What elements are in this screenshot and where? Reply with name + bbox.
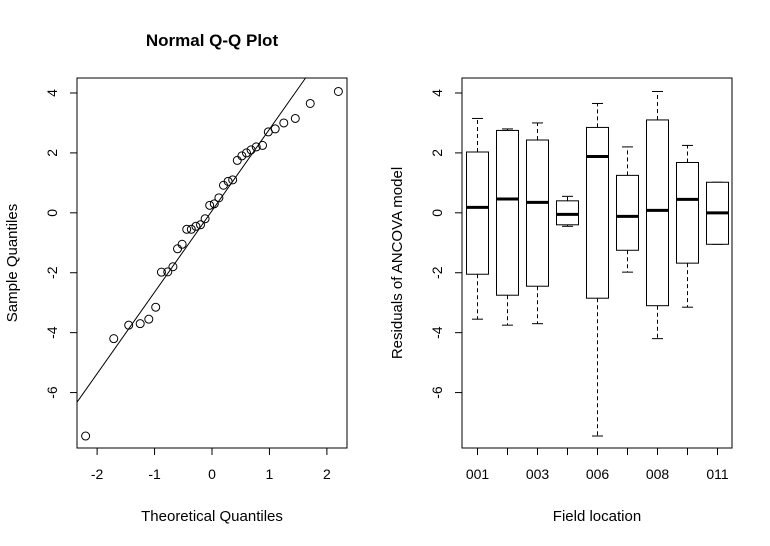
box-y-tick-label: -2 — [429, 266, 445, 279]
qq-point — [205, 200, 215, 210]
qq-y-tick-label: 0 — [44, 209, 60, 217]
qq-point — [209, 199, 219, 209]
box-iqr — [616, 174, 639, 251]
box-y-tick-label: -6 — [429, 386, 445, 399]
boxplot-panel: Field location Residuals of ANCOVA model… — [389, 77, 733, 525]
box-y-tick-label: 4 — [429, 89, 445, 97]
qq-point — [279, 118, 289, 128]
qq-point — [223, 176, 233, 186]
box-x-tick-label: 003 — [526, 466, 550, 482]
qq-point — [182, 224, 192, 234]
box-x-axis: 001 003 006 008 011 — [466, 447, 729, 482]
qq-point — [241, 148, 251, 158]
qq-point — [333, 86, 343, 96]
qq-point — [246, 145, 256, 155]
box-y-tick-label: 0 — [429, 209, 445, 217]
qq-point — [144, 314, 154, 324]
box-group — [466, 117, 489, 320]
qq-point — [196, 220, 206, 230]
qq-point — [81, 431, 91, 441]
qq-point — [214, 193, 224, 203]
qq-point — [305, 98, 315, 108]
qq-x-axis: -2 -1 0 1 2 — [91, 447, 331, 482]
qq-point — [251, 142, 261, 152]
box-group — [586, 102, 609, 437]
box-y-tick-label: 2 — [429, 149, 445, 157]
box-group — [646, 90, 669, 340]
qq-x-axis-label: Theoretical Quantiles — [141, 508, 283, 525]
qq-y-tick-label: 4 — [44, 89, 60, 97]
qq-point — [156, 267, 166, 277]
qq-x-tick-label: -1 — [148, 466, 161, 482]
box-group — [616, 146, 639, 273]
box-group — [556, 195, 579, 227]
box-x-tick-label: 001 — [466, 466, 490, 482]
qq-point — [258, 140, 268, 150]
qq-x-tick-label: 0 — [208, 466, 216, 482]
qq-point — [232, 155, 242, 165]
qq-y-tick-label: -2 — [44, 266, 60, 279]
box-group — [496, 128, 519, 326]
qq-y-tick-label: -4 — [44, 326, 60, 339]
qq-y-axis-label: Sample Quantiles — [4, 204, 21, 322]
qq-point — [109, 334, 119, 344]
box-iqr — [526, 139, 549, 287]
qq-point — [151, 302, 161, 312]
qq-x-tick-label: 1 — [266, 466, 274, 482]
box-iqr — [496, 129, 519, 296]
box-iqr — [586, 126, 609, 299]
box-group — [526, 122, 549, 325]
qq-point — [186, 224, 196, 234]
box-x-tick-label: 008 — [646, 466, 670, 482]
qq-y-axis: -6 -4 -2 0 2 4 — [44, 89, 78, 399]
qq-point — [237, 151, 247, 161]
qq-points — [81, 86, 343, 441]
qq-point — [177, 239, 187, 249]
qq-point — [200, 214, 210, 224]
box-iqr — [676, 161, 699, 264]
qq-plot-panel: Normal Q-Q Plot Theoretical Quantiles Sa… — [4, 31, 348, 525]
box-x-axis-label: Field location — [553, 508, 641, 525]
boxplot-boxes — [466, 90, 729, 437]
box-x-tick-label: 011 — [706, 466, 729, 482]
qq-y-tick-label: -6 — [44, 386, 60, 399]
box-y-tick-label: -4 — [429, 326, 445, 339]
qq-point — [124, 320, 134, 330]
qq-plot-title: Normal Q-Q Plot — [146, 31, 279, 50]
box-y-axis: -6 -4 -2 0 2 4 — [429, 89, 463, 399]
qq-x-tick-label: 2 — [323, 466, 331, 482]
qq-reference-line — [76, 77, 306, 403]
box-iqr — [466, 151, 489, 275]
qq-point — [270, 124, 280, 134]
qq-point — [135, 319, 145, 329]
qq-point — [163, 267, 173, 277]
box-iqr — [646, 119, 669, 307]
box-group — [676, 144, 699, 308]
qq-point — [191, 221, 201, 231]
qq-point — [173, 244, 183, 254]
qq-y-tick-label: 2 — [44, 149, 60, 157]
qq-point — [290, 113, 300, 123]
qq-point — [168, 262, 178, 272]
box-y-axis-label: Residuals of ANCOVA model — [389, 167, 406, 359]
box-x-tick-label: 006 — [586, 466, 610, 482]
qq-x-tick-label: -2 — [91, 466, 104, 482]
box-group — [706, 181, 729, 245]
qq-point — [228, 175, 238, 185]
